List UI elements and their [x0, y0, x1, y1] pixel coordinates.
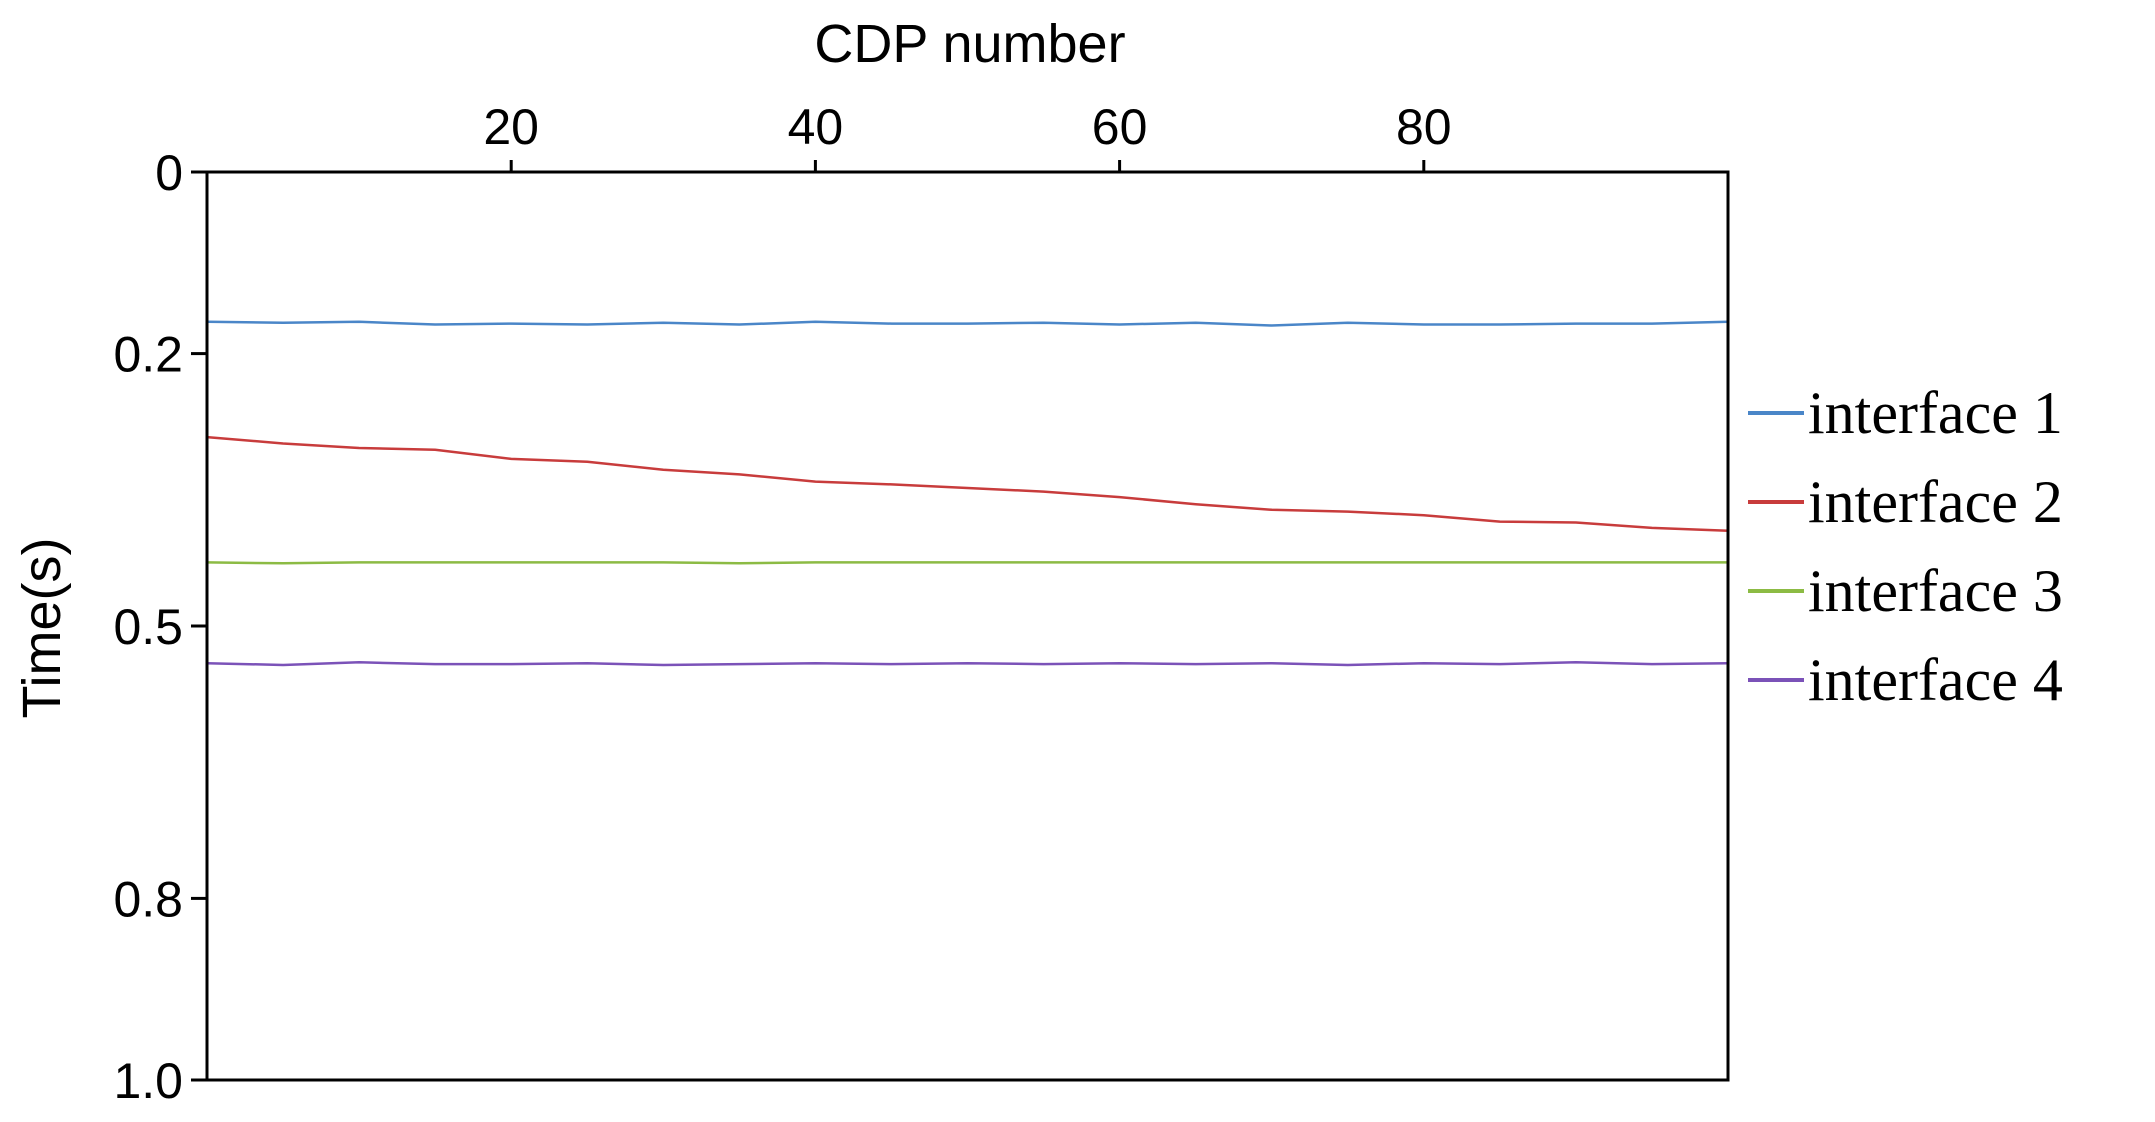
plot-frame: [205, 170, 1730, 1082]
legend-label-interface-2: interface 2: [1808, 469, 2063, 535]
x-tick-label: 40: [788, 99, 844, 155]
x-tick-label: 80: [1396, 99, 1452, 155]
y-tick-label: 0.5: [113, 599, 183, 655]
y-tick-label: 0.2: [113, 327, 183, 383]
series-line-interface-3: [206, 561, 1728, 565]
x-tick-label: 60: [1092, 99, 1148, 155]
x-ticks: 20 40 60 80: [483, 99, 1452, 172]
y-tick-label: 0: [155, 145, 183, 201]
legend-label-interface-1: interface 1: [1808, 380, 2063, 446]
y-axis-title: Time(s): [12, 538, 72, 719]
series-lines: [206, 320, 1729, 667]
x-axis-title: CDP number: [814, 14, 1125, 74]
y-ticks: 0 0.2 0.5 0.8 1.0: [113, 145, 207, 1109]
y-tick-label: 1.0: [113, 1053, 183, 1109]
legend-label-interface-3: interface 3: [1808, 558, 2063, 624]
series-line-interface-2: [206, 435, 1729, 532]
x-tick-label: 20: [483, 99, 539, 155]
legend: interface 1 interface 2 interface 3 interfa…: [1748, 380, 2063, 713]
legend-label-interface-4: interface 4: [1808, 647, 2063, 713]
y-tick-label: 0.8: [113, 871, 183, 927]
series-line-interface-1: [206, 320, 1729, 327]
series-line-interface-4: [206, 661, 1729, 667]
